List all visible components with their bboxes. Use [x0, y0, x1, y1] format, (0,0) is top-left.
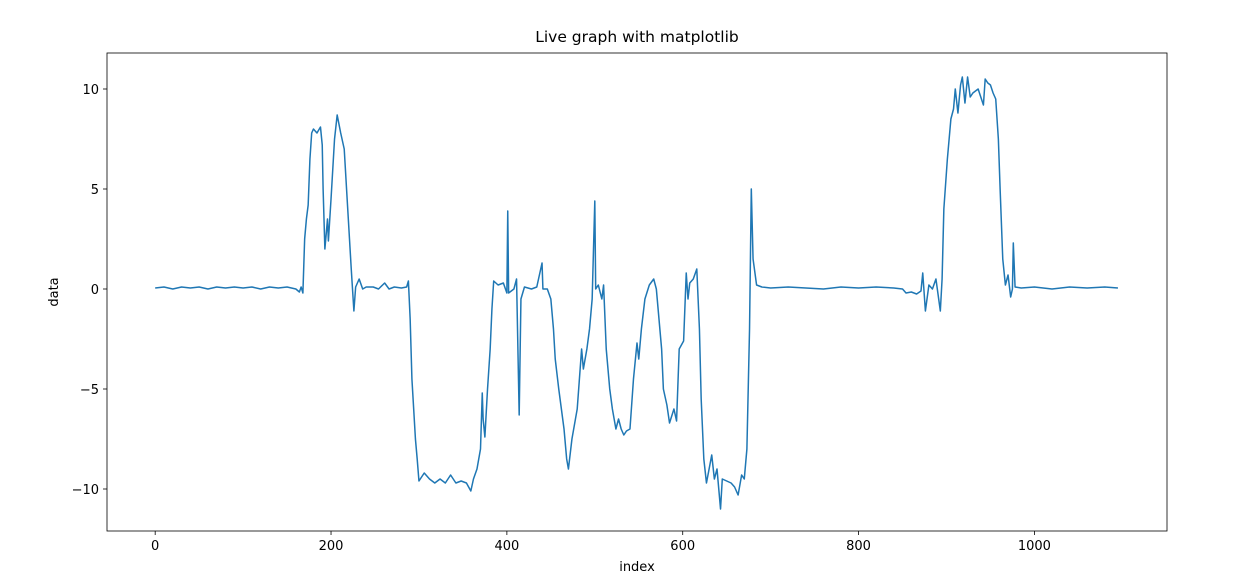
y-tick-label: 5: [91, 183, 99, 198]
y-axis-label: data: [47, 277, 62, 306]
x-axis-label: index: [619, 560, 655, 575]
y-tick-label: 0: [91, 283, 99, 298]
x-tick-label: 0: [151, 539, 159, 554]
x-tick-label: 200: [319, 539, 344, 554]
y-tick-label: −10: [72, 483, 99, 498]
plot-frame: [106, 52, 1168, 532]
x-tick-label: 1000: [1018, 539, 1051, 554]
y-tick-label: 10: [82, 83, 99, 98]
y-tick-label: −5: [80, 383, 99, 398]
x-tick-label: 400: [494, 539, 519, 554]
data-line: [155, 76, 1118, 510]
x-tick-label: 800: [846, 539, 871, 554]
x-tick-label: 600: [670, 539, 695, 554]
chart-title: Live graph with matplotlib: [535, 28, 739, 46]
